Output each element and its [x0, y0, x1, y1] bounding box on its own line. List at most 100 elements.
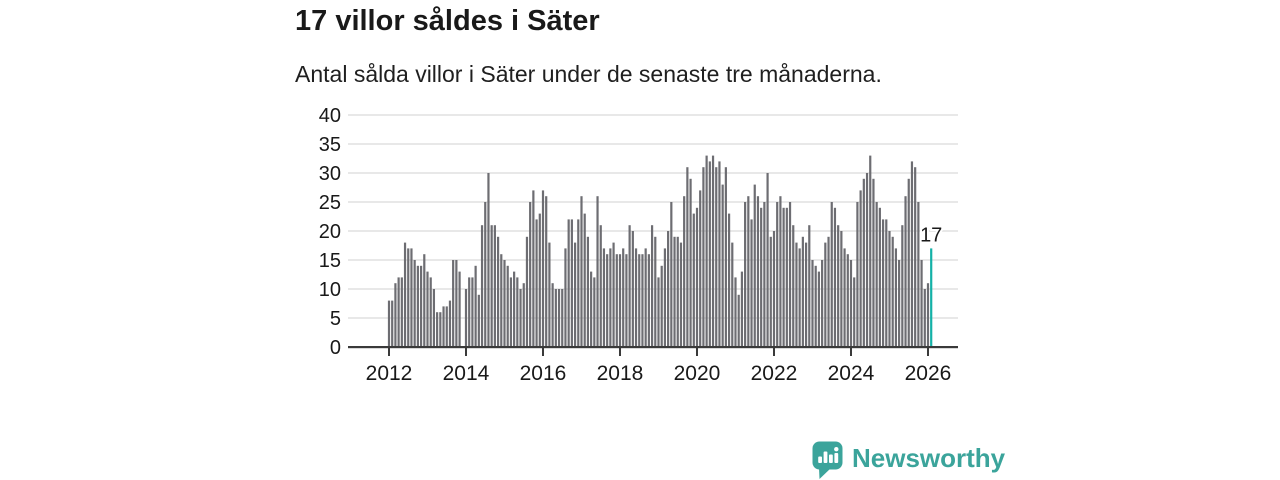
- bar: [801, 236, 804, 347]
- bar: [625, 254, 628, 347]
- bar: [612, 242, 615, 347]
- bar: [833, 207, 837, 347]
- bar: [901, 225, 904, 347]
- bar: [509, 277, 513, 347]
- bar: [432, 289, 436, 347]
- bar: [711, 155, 715, 347]
- bar: [869, 155, 872, 347]
- bar: [410, 248, 413, 347]
- bar: [715, 167, 718, 347]
- bar: [442, 306, 445, 347]
- bar: [872, 178, 875, 347]
- bar: [493, 225, 496, 347]
- bar: [496, 236, 500, 347]
- bar: [429, 277, 432, 347]
- bar: [554, 289, 557, 347]
- bar: [403, 242, 407, 347]
- y-tick-label: 30: [319, 163, 341, 185]
- bar: [618, 254, 622, 347]
- x-tick-label: 2018: [597, 362, 644, 385]
- bar: [679, 242, 683, 347]
- bar: [545, 196, 548, 347]
- bar: [506, 265, 509, 347]
- y-tick-label: 35: [319, 134, 341, 156]
- bar: [843, 248, 846, 347]
- bar: [731, 242, 734, 347]
- bar: [804, 242, 808, 347]
- bar: [394, 283, 397, 347]
- bar: [708, 161, 711, 347]
- bar: [638, 254, 641, 347]
- bar: [660, 265, 663, 347]
- bar: [503, 260, 506, 347]
- bar: [513, 271, 516, 347]
- bar: [426, 271, 429, 347]
- bar: [606, 254, 609, 347]
- bar: [458, 271, 461, 347]
- bar: [561, 289, 564, 347]
- bar: [519, 289, 522, 347]
- bar: [808, 225, 811, 347]
- bar: [407, 248, 410, 347]
- bar: [885, 219, 888, 347]
- bar: [480, 225, 484, 347]
- bar: [667, 231, 670, 347]
- page-title: 17 villor såldes i Säter: [295, 5, 600, 37]
- bar: [705, 155, 708, 347]
- bar: [445, 306, 448, 347]
- bar: [670, 202, 673, 347]
- x-tick-label: 2022: [751, 362, 798, 385]
- bar: [609, 248, 612, 347]
- bar: [397, 277, 400, 347]
- bar: [676, 236, 679, 347]
- bar: [756, 196, 760, 347]
- chart-subtitle: Antal sålda villor i Säter under de sena…: [295, 61, 882, 87]
- bar: [484, 202, 487, 347]
- bar: [573, 242, 577, 347]
- bar: [567, 219, 570, 347]
- bar: [862, 178, 865, 347]
- bar: [769, 236, 772, 347]
- bar: [795, 242, 798, 347]
- bar: [448, 300, 452, 347]
- bar: [452, 260, 455, 347]
- bar: [474, 265, 477, 347]
- bar: [644, 248, 647, 347]
- bar: [391, 300, 394, 347]
- bar: [596, 196, 599, 347]
- bar: [875, 202, 878, 347]
- bar: [920, 260, 923, 347]
- bar: [750, 219, 753, 347]
- bar: [779, 196, 782, 347]
- bar: [772, 231, 776, 347]
- bar-chart-speech-bubble-icon: [812, 441, 843, 480]
- bar: [532, 190, 535, 347]
- bar: [599, 225, 602, 347]
- y-tick-label: 10: [319, 279, 341, 301]
- bar: [419, 265, 423, 347]
- bar: [593, 277, 596, 347]
- bar: [859, 190, 862, 347]
- x-axis-tick: [849, 348, 852, 356]
- y-tick-label: 40: [319, 105, 341, 127]
- bar: [634, 248, 638, 347]
- bar: [837, 225, 840, 347]
- x-axis-tick: [772, 348, 775, 356]
- bar: [602, 248, 606, 347]
- bar: [727, 213, 731, 347]
- x-tick-label: 2026: [905, 362, 952, 385]
- bar: [490, 225, 493, 347]
- bar: [423, 254, 426, 347]
- newsworthy-logo[interactable]: Newsworthy: [812, 441, 1005, 480]
- bar: [846, 254, 849, 347]
- y-tick-label: 25: [319, 192, 341, 214]
- y-tick-label: 0: [330, 337, 341, 359]
- bar: [615, 254, 618, 347]
- bar: [570, 219, 573, 347]
- bar: [683, 196, 686, 347]
- bar: [416, 265, 419, 347]
- bar: [487, 173, 490, 347]
- bar: [849, 260, 853, 347]
- bar: [923, 289, 926, 347]
- x-axis-tick: [541, 348, 544, 356]
